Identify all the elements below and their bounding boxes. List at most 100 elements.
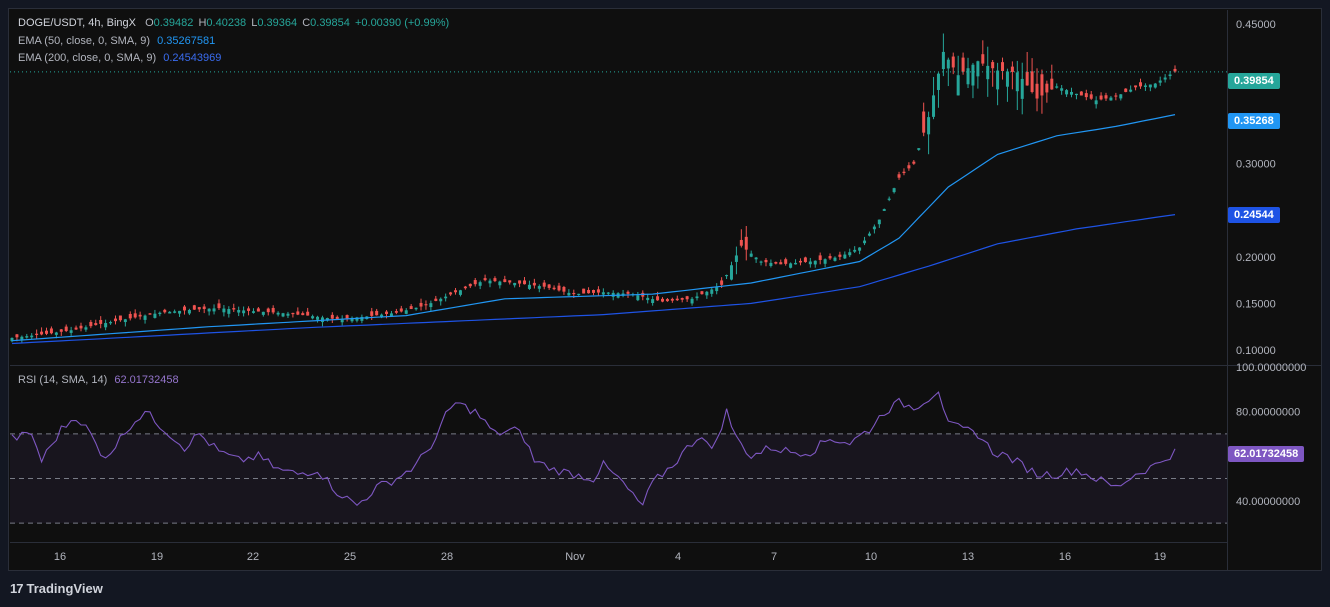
candle-body	[887, 198, 891, 200]
candle-body	[961, 57, 965, 72]
candle-body	[40, 331, 44, 335]
price-axis-tick: 0.45000	[1236, 19, 1276, 31]
candle-body	[557, 285, 561, 291]
rsi-label: RSI (14, SMA, 14)	[18, 374, 108, 386]
candle-body	[1040, 74, 1044, 96]
candle-body	[178, 310, 182, 314]
candle-body	[798, 260, 802, 263]
candle-body	[296, 311, 300, 315]
candle-body	[197, 307, 201, 310]
candle-body	[700, 291, 704, 295]
candle-body	[971, 64, 975, 86]
candle-body	[897, 174, 901, 178]
candle-body	[286, 313, 290, 316]
candle-body	[1153, 83, 1157, 88]
low-value: 0.39364	[257, 17, 298, 29]
candle-body	[163, 309, 167, 313]
candle-body	[582, 288, 586, 294]
candle-body	[389, 313, 393, 317]
candle-body	[1124, 88, 1128, 92]
candle-body	[306, 311, 310, 316]
candle-body	[932, 95, 936, 117]
candle-body	[217, 303, 221, 309]
candle-body	[867, 233, 871, 236]
candle-body	[872, 226, 876, 230]
candle-body	[675, 298, 679, 301]
candle-body	[1030, 71, 1034, 92]
candle-body	[138, 314, 142, 317]
candle-body	[192, 305, 196, 310]
tradingview-logo[interactable]: 17 TradingView	[10, 581, 103, 596]
ema200-label: EMA (200, close, 0, SMA, 9)	[18, 52, 157, 64]
candle-body	[74, 327, 78, 330]
candle-body	[562, 286, 566, 292]
candle-body	[685, 296, 689, 300]
ema200-legend[interactable]: EMA (200, close, 0, SMA, 9) 0.24543969	[18, 52, 221, 64]
candle-body	[251, 311, 255, 313]
time-axis-tick: Nov	[565, 551, 585, 563]
candle-body	[25, 336, 29, 338]
candle-body	[104, 323, 108, 328]
candle-body	[981, 54, 985, 64]
candle-body	[256, 308, 260, 312]
candle-body	[1050, 78, 1054, 90]
candle-body	[311, 316, 315, 319]
candle-body	[813, 260, 817, 265]
candle-body	[1020, 78, 1024, 99]
ema50-legend[interactable]: EMA (50, close, 0, SMA, 9) 0.35267581	[18, 35, 215, 47]
candle-body	[1119, 94, 1123, 99]
chart-frame[interactable]	[8, 8, 1322, 571]
candle-body	[508, 280, 512, 283]
ema50-line	[11, 114, 1176, 342]
candle-body	[345, 315, 349, 319]
candle-body	[498, 281, 502, 286]
candle-body	[10, 337, 14, 342]
candle-body	[1129, 89, 1133, 92]
candle-body	[394, 311, 398, 313]
candle-body	[463, 286, 467, 289]
candle-body	[587, 289, 591, 294]
candle-body	[695, 296, 699, 299]
tradingview-logo-icon: 17	[10, 581, 24, 596]
candle-body	[946, 59, 950, 69]
candle-body	[503, 279, 507, 283]
rsi-axis-tick: 80.00000000	[1236, 407, 1300, 419]
ema50-badge: 0.35268	[1228, 113, 1280, 129]
rsi-line	[11, 391, 1176, 507]
candle-body	[626, 291, 630, 294]
candle-body	[779, 262, 783, 265]
candle-body	[118, 315, 122, 321]
time-axis-tick: 13	[962, 551, 974, 563]
candle-body	[927, 117, 931, 135]
ohlc-legend: DOGE/USDT, 4h, BingX O0.39482 H0.40238 L…	[18, 17, 451, 29]
candle-body	[444, 296, 448, 299]
price-axis-tick: 0.10000	[1236, 345, 1276, 357]
candle-body	[44, 330, 48, 334]
candle-body	[1114, 95, 1118, 97]
candle-body	[690, 298, 694, 304]
candle-body	[1079, 91, 1083, 96]
candle-body	[266, 308, 270, 313]
candle-body	[606, 292, 610, 294]
candle-body	[660, 298, 664, 302]
candle-body	[902, 171, 906, 174]
candle-body	[35, 333, 39, 336]
candle-body	[744, 236, 748, 250]
ema50-value: 0.35267581	[157, 35, 216, 47]
candle-body	[355, 317, 359, 321]
rsi-legend[interactable]: RSI (14, SMA, 14) 62.01732458	[18, 374, 179, 386]
candle-body	[340, 318, 344, 323]
candle-body	[173, 311, 177, 313]
candle-body	[1025, 71, 1029, 86]
candle-body	[20, 336, 24, 340]
candle-body	[1010, 66, 1014, 72]
candle-body	[222, 308, 226, 313]
candle-body	[592, 290, 595, 293]
candle-body	[1035, 83, 1039, 99]
candle-body	[113, 318, 117, 322]
candle-body	[291, 312, 295, 315]
candle-body	[907, 165, 911, 169]
candle-body	[59, 329, 63, 332]
candle-body	[863, 240, 867, 244]
